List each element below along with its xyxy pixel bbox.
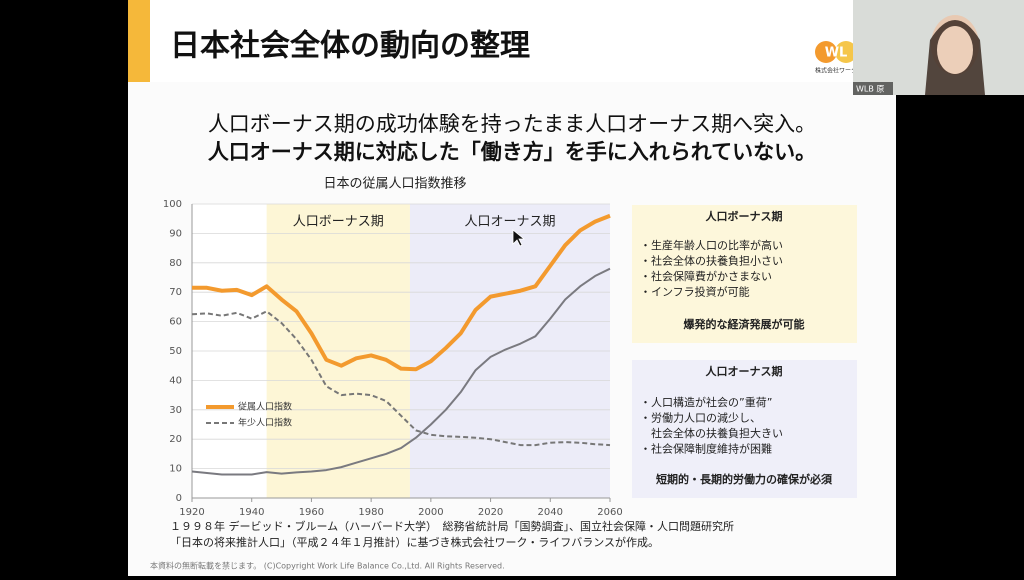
info-box [632, 360, 857, 498]
y-tick-label: 90 [169, 228, 182, 239]
box-conclusion: 爆発的な経済発展が可能 [684, 317, 805, 331]
webcam-face [937, 26, 973, 74]
source: １９９８年 デービッド・ブルーム（ハーバード大学） 総務省統計局「国勢調査」、国… [170, 519, 734, 533]
headline: 人口オーナス期に対応した「働き方」を手に入れられていない。 [208, 140, 816, 164]
x-tick-label: 1920 [179, 507, 204, 518]
title-stripe [128, 0, 150, 82]
box-title: 人口オーナス期 [706, 364, 783, 378]
cursor [512, 229, 526, 247]
x-tick-label: 1940 [239, 507, 264, 518]
box-item: ・社会保障費がかさまない [640, 269, 772, 283]
box-item: ・社会全体の扶養負担小さい [640, 254, 783, 268]
y-tick-label: 0 [176, 493, 182, 504]
info-box [632, 205, 857, 343]
series-line [191, 267, 611, 476]
box-item: ・生産年齢人口の比率が高い [640, 238, 783, 252]
band-label: 人口オーナス期 [464, 215, 555, 230]
box-item: ・人口構造が社会の”重荷” [640, 395, 772, 409]
webcam-label: WLB 原 [856, 85, 884, 94]
series-line [192, 213, 611, 372]
series-line [191, 310, 611, 447]
logo-sub: 株式会社ワーク・ライフ [815, 67, 881, 75]
slide-title: 日本社会全体の動向の整理 [170, 29, 530, 64]
y-tick-label: 30 [169, 405, 182, 416]
y-tick-label: 80 [169, 258, 182, 269]
x-tick-label: 1980 [358, 507, 383, 518]
logo: WL [825, 46, 848, 61]
y-tick-label: 60 [169, 317, 182, 328]
webcam-label-bg [853, 82, 893, 95]
box-item: ・労働力人口の減少し、 [640, 411, 761, 425]
info-boxes: 人口ボーナス期・生産年齢人口の比率が高い・社会全体の扶養負担小さい・社会保障費が… [632, 205, 857, 498]
box-title: 人口ボーナス期 [706, 209, 783, 223]
title-bar [128, 0, 896, 82]
y-tick-label: 70 [169, 287, 182, 298]
headline: 人口ボーナス期の成功体験を持ったまま人口オーナス期へ突入。 [208, 112, 816, 136]
logo-mark [815, 41, 837, 63]
y-tick-label: 20 [169, 434, 182, 445]
x-tick-label: 2000 [418, 507, 443, 518]
box-item: ・社会保障制度維持が困難 [640, 442, 772, 456]
box-conclusion: 短期的・長期的労働力の確保が必須 [656, 472, 833, 486]
source: 「日本の将来推計人口」（平成２４年１月推計）に基づき株式会社ワーク・ライフバラン… [170, 535, 659, 549]
x-tick-label: 1960 [299, 507, 324, 518]
y-tick-label: 100 [163, 199, 182, 210]
copyright: 本資料の無断転載を禁じます。 (C)Copyright Work Life Ba… [150, 561, 505, 571]
box-item: ・インフラ投資が可能 [640, 285, 750, 299]
x-tick-label: 2060 [597, 507, 622, 518]
chart-title: 日本の従属人口指数推移 [323, 177, 466, 192]
legend-label: 従属人口指数 [238, 401, 292, 413]
y-tick-label: 10 [169, 464, 182, 475]
x-tick-label: 2040 [538, 507, 563, 518]
band-label: 人口ボーナス期 [293, 215, 384, 230]
legend-label: 年少人口指数 [238, 417, 292, 429]
x-tick-label: 2020 [478, 507, 503, 518]
logo-mark [835, 41, 857, 63]
chart: 人口ボーナス期 人口オーナス期 0 10 20 30 40 50 60 70 80 90 100 1920… [163, 199, 623, 518]
box-item: 社会全体の扶養負担大きい [640, 426, 783, 440]
y-tick-label: 40 [169, 375, 182, 386]
y-tick-label: 50 [169, 346, 182, 357]
